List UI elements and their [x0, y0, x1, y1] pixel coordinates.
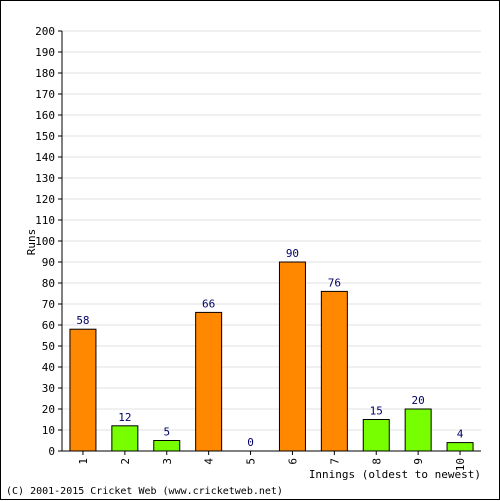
bar: [195, 311, 223, 452]
y-tick-label: 130: [35, 172, 55, 185]
x-tick-label: 10: [454, 458, 467, 471]
y-tick-label: 100: [35, 235, 55, 248]
bar: [69, 328, 97, 452]
y-tick-label: 120: [35, 193, 55, 206]
data-label: 5: [163, 426, 170, 439]
y-tick-label: 150: [35, 130, 55, 143]
y-tick-label: 90: [42, 256, 55, 269]
bar: [362, 419, 390, 452]
data-label: 76: [328, 276, 341, 289]
y-tick-label: 0: [48, 445, 55, 458]
x-tick-label: 5: [245, 458, 258, 465]
data-label: 90: [286, 247, 299, 260]
data-label: 58: [76, 314, 89, 327]
x-tick-label: 6: [286, 458, 299, 465]
x-tick-label: 8: [370, 458, 383, 465]
data-label: 0: [247, 436, 254, 449]
x-tick-label: 1: [77, 458, 90, 465]
bar: [404, 408, 432, 452]
x-tick-label: 7: [328, 458, 341, 465]
y-tick-label: 20: [42, 403, 55, 416]
y-tick-label: 110: [35, 214, 55, 227]
y-tick-label: 80: [42, 277, 55, 290]
y-tick-label: 50: [42, 340, 55, 353]
x-tick-label: 9: [412, 458, 425, 465]
x-axis-label: Innings (oldest to newest): [309, 468, 481, 481]
y-tick-label: 60: [42, 319, 55, 332]
value-labels: 58 12 5 66 0 90 76 15 20 4: [76, 247, 463, 449]
copyright-footer: (C) 2001-2015 Cricket Web (www.cricketwe…: [6, 486, 283, 497]
data-label: 15: [370, 405, 383, 418]
data-label: 20: [412, 394, 425, 407]
y-tick-label: 200: [35, 25, 55, 38]
y-tick-label: 170: [35, 88, 55, 101]
y-tick-label: 180: [35, 67, 55, 80]
bars: [69, 261, 474, 452]
data-label: 66: [202, 297, 215, 310]
bar: [320, 290, 348, 452]
y-axis-ticks: 0 10 20 30 40 50 60 70 80 90 100 110 120 130 140 150 160…: [35, 25, 62, 458]
bar: [278, 261, 306, 452]
bar: [111, 425, 139, 452]
y-tick-label: 30: [42, 382, 55, 395]
bar: [153, 440, 181, 452]
x-axis-ticks: 1 2 3 4 5 6 7 8 9 10: [77, 451, 467, 471]
data-label: 4: [457, 428, 464, 441]
y-tick-label: 40: [42, 361, 55, 374]
y-axis-label: Runs: [25, 229, 38, 256]
x-tick-label: 2: [119, 458, 132, 465]
data-label: 12: [118, 411, 131, 424]
y-tick-label: 160: [35, 109, 55, 122]
y-tick-label: 140: [35, 151, 55, 164]
x-tick-label: 3: [161, 458, 174, 465]
y-tick-label: 190: [35, 46, 55, 59]
y-tick-label: 10: [42, 424, 55, 437]
y-tick-label: 70: [42, 298, 55, 311]
x-tick-label: 4: [203, 458, 216, 465]
bar: [446, 442, 474, 452]
gridlines: [62, 30, 481, 431]
